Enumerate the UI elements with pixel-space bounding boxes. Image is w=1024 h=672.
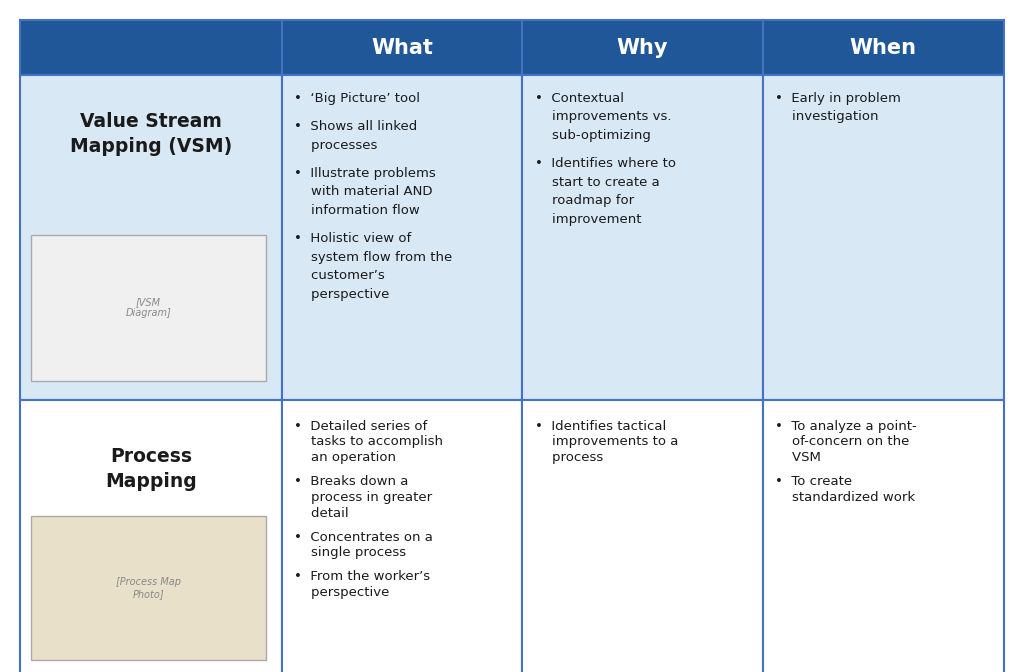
FancyBboxPatch shape [282, 75, 522, 401]
Text: [Process Map
Photo]: [Process Map Photo] [116, 577, 181, 599]
Text: sub-optimizing: sub-optimizing [535, 129, 650, 142]
FancyBboxPatch shape [282, 401, 522, 672]
Text: standardized work: standardized work [775, 491, 915, 504]
FancyBboxPatch shape [20, 75, 282, 401]
FancyBboxPatch shape [31, 516, 266, 660]
Text: information flow: information flow [294, 204, 420, 217]
Text: of-concern on the: of-concern on the [775, 435, 909, 448]
FancyBboxPatch shape [282, 19, 522, 75]
FancyBboxPatch shape [522, 401, 763, 672]
Text: start to create a: start to create a [535, 175, 659, 189]
Text: •  To create: • To create [775, 475, 852, 488]
FancyBboxPatch shape [20, 19, 282, 75]
Text: •  Identifies tactical: • Identifies tactical [535, 420, 666, 433]
Text: process: process [535, 451, 603, 464]
Text: [VSM
Diagram]: [VSM Diagram] [126, 297, 171, 319]
Text: •  Holistic view of: • Holistic view of [294, 232, 412, 245]
Text: with material AND: with material AND [294, 185, 432, 198]
Text: customer’s: customer’s [294, 269, 385, 282]
FancyBboxPatch shape [522, 19, 763, 75]
Text: •  Identifies where to: • Identifies where to [535, 157, 676, 170]
Text: VSM: VSM [775, 451, 821, 464]
Text: an operation: an operation [294, 451, 396, 464]
Text: single process: single process [294, 546, 406, 559]
Text: Value Stream
Mapping (VSM): Value Stream Mapping (VSM) [70, 112, 232, 156]
Text: Process
Mapping: Process Mapping [105, 448, 197, 491]
Text: •  Concentrates on a: • Concentrates on a [294, 531, 433, 544]
Text: •  Early in problem: • Early in problem [775, 92, 901, 105]
FancyBboxPatch shape [763, 75, 1004, 401]
FancyBboxPatch shape [763, 401, 1004, 672]
Text: improvement: improvement [535, 212, 641, 226]
Text: detail: detail [294, 507, 348, 519]
Text: roadmap for: roadmap for [535, 194, 634, 207]
Text: Why: Why [616, 38, 669, 58]
Text: •  Detailed series of: • Detailed series of [294, 420, 427, 433]
Text: •  Contextual: • Contextual [535, 92, 624, 105]
Text: perspective: perspective [294, 586, 389, 599]
Text: improvements to a: improvements to a [535, 435, 678, 448]
Text: •  ‘Big Picture’ tool: • ‘Big Picture’ tool [294, 92, 420, 105]
FancyBboxPatch shape [522, 75, 763, 401]
Text: What: What [371, 38, 433, 58]
Text: improvements vs.: improvements vs. [535, 110, 671, 123]
Text: investigation: investigation [775, 110, 879, 123]
FancyBboxPatch shape [763, 19, 1004, 75]
Text: When: When [850, 38, 916, 58]
Text: •  To analyze a point-: • To analyze a point- [775, 420, 916, 433]
FancyBboxPatch shape [31, 235, 266, 381]
Text: process in greater: process in greater [294, 491, 432, 504]
Text: tasks to accomplish: tasks to accomplish [294, 435, 443, 448]
Text: •  Breaks down a: • Breaks down a [294, 475, 409, 488]
Text: •  Illustrate problems: • Illustrate problems [294, 167, 435, 180]
Text: system flow from the: system flow from the [294, 251, 453, 263]
Text: perspective: perspective [294, 288, 389, 300]
Text: •  From the worker’s: • From the worker’s [294, 571, 430, 583]
Text: •  Shows all linked: • Shows all linked [294, 120, 417, 133]
FancyBboxPatch shape [20, 401, 282, 672]
Text: processes: processes [294, 138, 377, 152]
